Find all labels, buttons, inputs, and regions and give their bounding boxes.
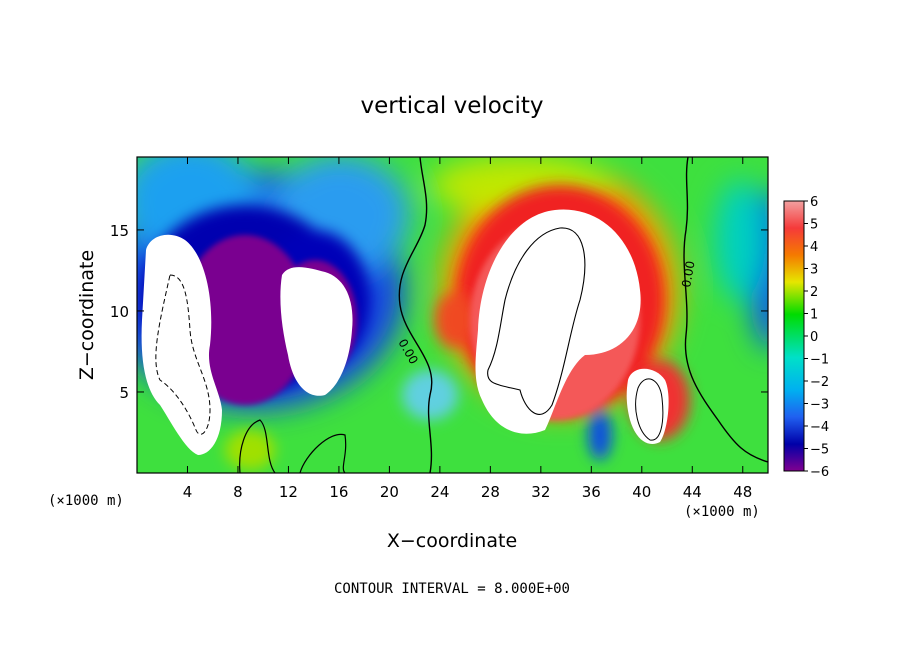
x-unit-right: (×1000 m)	[684, 504, 760, 520]
colorbar-tick-label: 5	[810, 218, 818, 233]
core-main	[475, 209, 641, 434]
colorbar-tick-label: 6	[810, 195, 818, 210]
x-tick-label: 44	[683, 483, 702, 501]
core-small	[626, 368, 669, 444]
colorbar-tick-label: −1	[810, 353, 829, 368]
contour-interval-footer: CONTOUR INTERVAL = 8.000E+00	[334, 581, 570, 597]
x-tick-label: 12	[279, 483, 298, 501]
contour-zero-a	[398, 157, 433, 473]
colorbar	[783, 200, 805, 472]
colorbar-tick-label: 1	[810, 308, 818, 323]
x-tick-label: 8	[233, 483, 243, 501]
contour-neg	[155, 274, 211, 435]
x-axis-label: X−coordinate	[387, 530, 517, 552]
y-tick-label: 10	[110, 303, 129, 321]
colorbar-tick-label: −2	[810, 375, 829, 390]
x-tick-label: 36	[582, 483, 601, 501]
colorbar-tick-label: −4	[810, 420, 829, 435]
core-left-a	[141, 234, 222, 455]
y-axis-label: Z−coordinate	[76, 250, 98, 380]
colorbar-tick-label: −3	[810, 398, 829, 413]
x-tick-label: 24	[430, 483, 449, 501]
y-tick-label: 15	[110, 222, 129, 240]
x-unit-left: (×1000 m)	[48, 493, 124, 509]
chart-title: vertical velocity	[361, 93, 544, 119]
x-tick-label: 20	[380, 483, 399, 501]
colorbar-ticks: 6 5 4 3 2 1 0 −1 −2 −3 −4 −5 −6	[804, 195, 829, 480]
core-left-b	[280, 267, 353, 396]
x-tick-label: 32	[531, 483, 550, 501]
x-tick-label: 40	[632, 483, 651, 501]
colorbar-tick-label: −5	[810, 443, 829, 458]
contour-pos	[487, 227, 586, 415]
contour-bottom	[239, 419, 347, 473]
plot-frame	[136, 156, 769, 474]
x-axis-ticks: 4 8 12 16 20 24 28 32 36 40 44 48	[183, 157, 752, 501]
heatmap-field: 0.00 0.00	[137, 157, 768, 473]
colorbar-tick-label: −6	[810, 465, 829, 480]
x-tick-label: 4	[183, 483, 193, 501]
colorbar-tick-label: 0	[810, 330, 818, 345]
x-tick-label: 16	[329, 483, 348, 501]
contour-small	[635, 378, 664, 441]
contour-zero-b	[683, 157, 768, 463]
colorbar-tick-label: 2	[810, 285, 818, 300]
x-tick-label: 48	[733, 483, 752, 501]
y-tick-label: 5	[119, 384, 129, 402]
colorbar-tick-label: 4	[810, 240, 818, 255]
contour-label-2: 0.00	[679, 260, 697, 289]
x-tick-label: 28	[481, 483, 500, 501]
colorbar-tick-label: 3	[810, 263, 818, 278]
y-axis-ticks: 5 10 15	[110, 222, 768, 402]
